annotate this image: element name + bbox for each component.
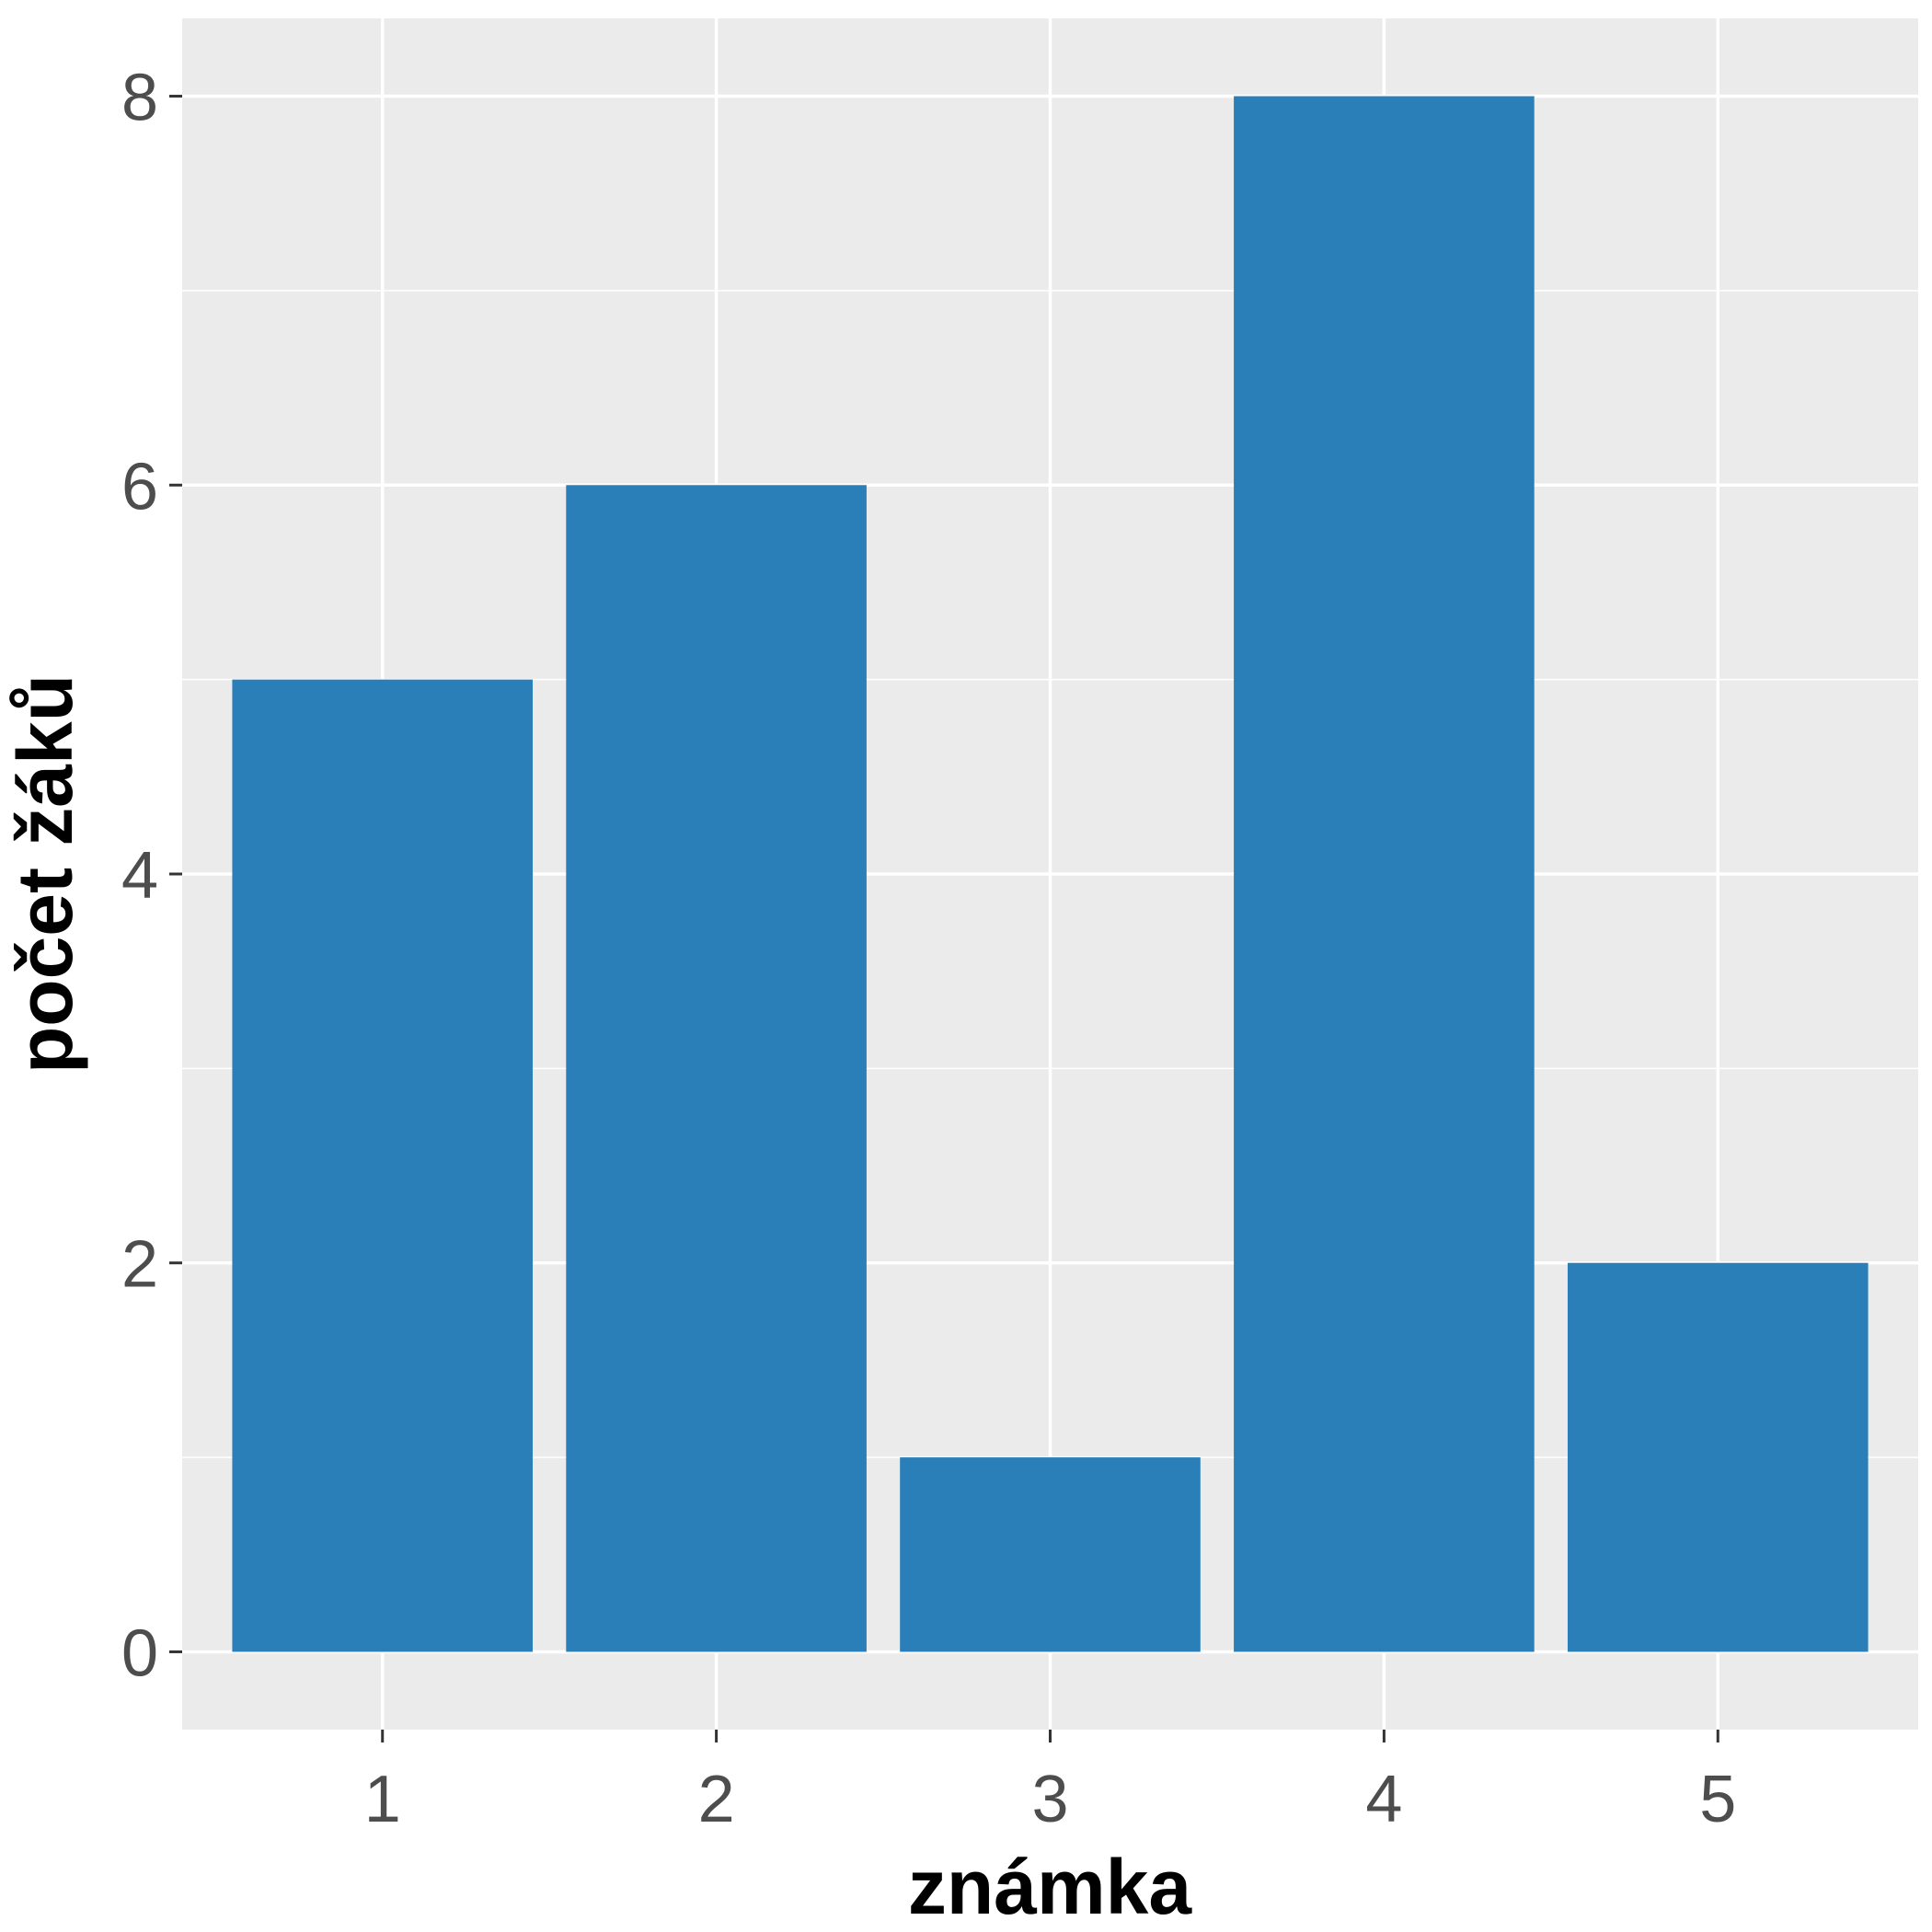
x-tick-label: 3	[1031, 1763, 1068, 1836]
bar-3	[900, 1457, 1201, 1652]
y-tick-label: 6	[121, 450, 158, 523]
x-axis: 1 2 3 4 5	[364, 1730, 1736, 1836]
y-tick-label: 4	[121, 839, 158, 913]
x-tick-label: 4	[1365, 1763, 1402, 1836]
bar-5	[1567, 1262, 1869, 1652]
x-axis-title: známka	[908, 1844, 1192, 1930]
bar-1	[232, 679, 534, 1652]
y-axis-title: počet žáků	[2, 674, 88, 1074]
x-tick-label: 2	[698, 1763, 735, 1836]
y-tick-label: 2	[121, 1228, 158, 1302]
x-tick-label: 1	[364, 1763, 401, 1836]
bar-2	[566, 485, 867, 1652]
bar-4	[1234, 96, 1535, 1652]
x-tick-label: 5	[1699, 1763, 1736, 1836]
y-tick-label: 0	[121, 1616, 158, 1690]
bars	[232, 96, 1869, 1652]
y-axis: 0 2 4 6 8	[121, 62, 182, 1690]
y-tick-label: 8	[121, 62, 158, 135]
